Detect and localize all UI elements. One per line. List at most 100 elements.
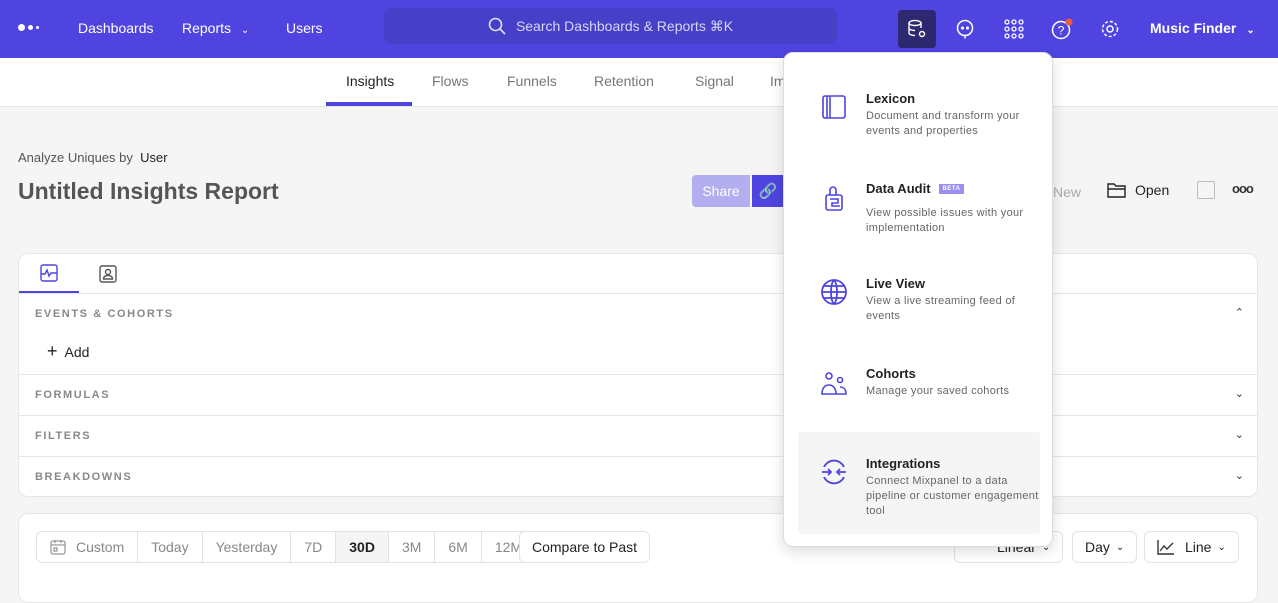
date-6m[interactable]: 6M (435, 532, 482, 562)
menu-item-title: Data Audit BETA (866, 181, 1040, 196)
add-event-button[interactable]: + Add (47, 341, 89, 362)
report-type-tabs: Insights Flows Funnels Retention Signal … (0, 58, 1278, 107)
date-12m[interactable]: 12M (494, 539, 523, 555)
date-30d[interactable]: 30D (336, 532, 389, 562)
help-icon: ? (1051, 18, 1073, 40)
menu-item-desc: Connect Mixpanel to a data pipeline or c… (866, 475, 1039, 517)
section-formulas[interactable]: FORMULAS ⌄ (19, 374, 1258, 415)
interval-selector[interactable]: Day ⌄ (1072, 531, 1138, 563)
chevron-down-icon: ⌄ (1041, 541, 1051, 553)
database-gear-icon (908, 19, 926, 38)
analyze-by: Analyze Uniques by User (18, 150, 168, 165)
menu-item-title: Lexicon (866, 91, 916, 106)
date-7d[interactable]: 7D (291, 532, 337, 562)
user-card-icon (99, 265, 117, 283)
folder-icon (1107, 183, 1126, 198)
menu-item-live-view[interactable]: Live View View a live streaming feed of … (798, 276, 1040, 324)
open-button[interactable]: Open (1107, 181, 1169, 199)
page-title[interactable]: Untitled Insights Report (18, 178, 279, 204)
tab-insights[interactable]: Insights (346, 73, 395, 89)
tab-funnels[interactable]: Funnels (507, 73, 557, 89)
menu-item-title: Live View (866, 276, 926, 291)
chevron-down-icon: ⌄ (240, 25, 250, 36)
chart-type-selector[interactable]: Line ⌄ (1144, 531, 1239, 563)
chart-controls: Custom Today Yesterday 7D 30D 3M 6M 12M … (18, 513, 1258, 603)
compare-to-past-button[interactable]: Compare to Past (519, 531, 651, 563)
menu-item-data-audit[interactable]: Data Audit BETA View possible issues with… (798, 181, 1040, 236)
menu-item-lexicon[interactable]: Lexicon Document and transform your even… (798, 91, 1040, 139)
activity-icon (40, 263, 58, 282)
section-events-cohorts: EVENTS & COHORTS ⌃ + Add (19, 293, 1258, 374)
link-icon: 🔗 (758, 183, 778, 200)
svg-text:?: ? (1058, 24, 1065, 38)
menu-item-cohorts[interactable]: Cohorts Manage your saved cohorts (798, 366, 1040, 399)
menu-item-desc: Manage your saved cohorts (866, 385, 1010, 397)
search-icon (488, 17, 506, 35)
chat-icon (956, 19, 974, 39)
settings-button[interactable] (1091, 10, 1129, 48)
apps-button[interactable] (995, 10, 1033, 48)
chat-button[interactable] (946, 10, 984, 48)
data-management-menu: Lexicon Document and transform your even… (783, 52, 1053, 547)
nav-reports-label: Reports (182, 20, 232, 36)
active-tab-indicator (326, 102, 412, 106)
nav-dashboards[interactable]: Dashboards (78, 20, 154, 36)
section-label: BREAKDOWNS (35, 471, 133, 483)
menu-item-desc: Document and transform your events and p… (866, 110, 1020, 137)
logo-icon[interactable] (18, 24, 39, 31)
tab-impact[interactable]: Im (770, 73, 786, 89)
copy-link-button[interactable]: 🔗 (752, 175, 784, 207)
query-builder: EVENTS & COHORTS ⌃ + Add FORMULAS ⌄ FILTE… (18, 253, 1258, 497)
integrations-icon (822, 459, 846, 485)
globe-icon (821, 279, 847, 305)
date-yesterday[interactable]: Yesterday (203, 532, 292, 562)
chevron-down-icon: ⌄ (1115, 541, 1125, 553)
search-input[interactable]: Search Dashboards & Reports ⌘K (384, 8, 837, 44)
data-management-button[interactable] (898, 10, 936, 48)
add-to-dashboard-icon[interactable] (1197, 181, 1215, 199)
interval-value: Day (1085, 539, 1110, 555)
date-range-selector: Custom Today Yesterday 7D 30D 3M 6M 12M (36, 531, 537, 563)
chevron-down-icon[interactable]: ⌄ (1234, 429, 1244, 441)
data-audit-icon (825, 186, 843, 211)
tab-signal[interactable]: Signal (695, 73, 734, 89)
date-today[interactable]: Today (138, 532, 203, 562)
section-label: FORMULAS (35, 389, 111, 401)
menu-item-title: Integrations (866, 456, 941, 471)
more-options-icon[interactable]: ooo (1232, 181, 1254, 196)
line-chart-icon (1157, 540, 1174, 555)
chevron-down-icon[interactable]: ⌄ (1234, 470, 1244, 482)
cohorts-icon (821, 372, 847, 395)
nav-reports[interactable]: Reports ⌄ (182, 20, 249, 36)
section-breakdowns[interactable]: BREAKDOWNS ⌄ (19, 456, 1258, 497)
chevron-up-icon[interactable]: ⌃ (1234, 307, 1244, 319)
tab-events[interactable] (19, 254, 79, 294)
nav-users[interactable]: Users (286, 20, 323, 36)
menu-item-integrations[interactable]: Integrations Connect Mixpanel to a data … (798, 456, 1040, 519)
grid-icon (1004, 19, 1024, 39)
section-label: EVENTS & COHORTS (35, 308, 174, 320)
new-button[interactable]: New (1053, 184, 1082, 200)
analyze-value[interactable]: User (140, 150, 168, 165)
menu-item-desc: View possible issues with your implement… (866, 207, 1024, 234)
menu-item-desc: View a live streaming feed of events (866, 295, 1016, 322)
top-header: Dashboards Reports ⌄ Users Search Dashbo… (0, 0, 1278, 58)
date-custom[interactable]: Custom (37, 532, 139, 562)
add-label: Add (64, 344, 90, 360)
chevron-down-icon[interactable]: ⌄ (1234, 388, 1244, 400)
help-button[interactable]: ? (1043, 10, 1081, 48)
open-label: Open (1135, 182, 1170, 198)
menu-item-title-text: Data Audit (866, 181, 931, 196)
date-3m[interactable]: 3M (389, 532, 436, 562)
tab-retention[interactable]: Retention (594, 73, 654, 89)
gear-icon (1101, 20, 1119, 38)
menu-item-title: Cohorts (866, 366, 916, 381)
plus-icon: + (47, 341, 58, 361)
share-button[interactable]: Share (692, 175, 750, 207)
project-selector[interactable]: Music Finder ⌄ (1150, 20, 1255, 36)
section-filters[interactable]: FILTERS ⌄ (19, 415, 1258, 456)
calendar-icon (50, 540, 66, 555)
tab-flows[interactable]: Flows (432, 73, 469, 89)
tab-profiles[interactable] (79, 254, 137, 294)
lexicon-icon (822, 95, 846, 119)
